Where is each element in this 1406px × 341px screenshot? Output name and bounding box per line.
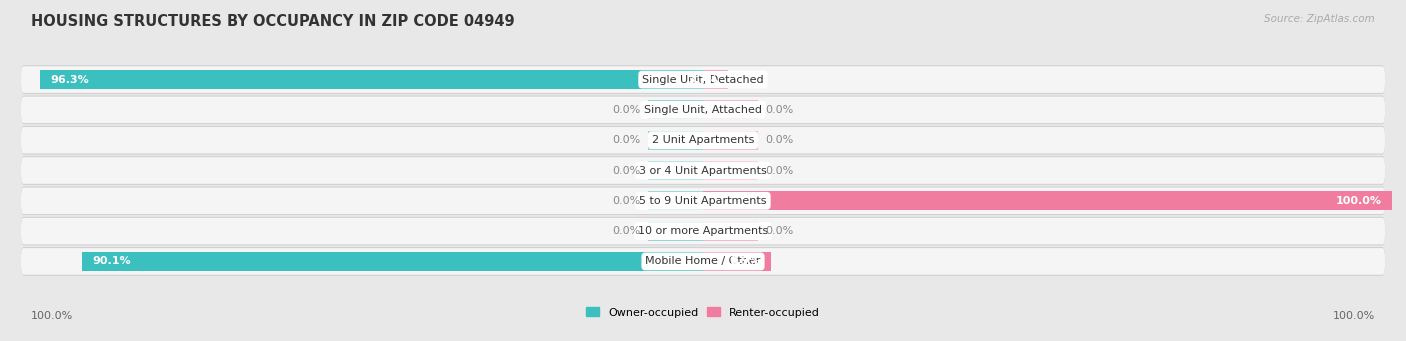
FancyBboxPatch shape — [21, 217, 1385, 246]
Text: 0.0%: 0.0% — [765, 226, 793, 236]
Bar — [703, 101, 758, 119]
Text: 5 to 9 Unit Apartments: 5 to 9 Unit Apartments — [640, 196, 766, 206]
FancyBboxPatch shape — [21, 248, 1385, 275]
Text: 100.0%: 100.0% — [1336, 196, 1382, 206]
Text: 0.0%: 0.0% — [765, 105, 793, 115]
FancyBboxPatch shape — [21, 187, 1385, 215]
Text: 90.1%: 90.1% — [93, 256, 131, 266]
Text: 2 Unit Apartments: 2 Unit Apartments — [652, 135, 754, 145]
Text: 100.0%: 100.0% — [1333, 311, 1375, 321]
Bar — [648, 191, 703, 210]
Bar — [39, 70, 703, 89]
Text: 10 or more Apartments: 10 or more Apartments — [638, 226, 768, 236]
Legend: Owner-occupied, Renter-occupied: Owner-occupied, Renter-occupied — [581, 303, 825, 322]
FancyBboxPatch shape — [21, 66, 1385, 93]
FancyBboxPatch shape — [21, 188, 1385, 214]
Bar — [83, 252, 703, 271]
FancyBboxPatch shape — [21, 127, 1385, 153]
Bar — [703, 252, 772, 271]
Text: 3.7%: 3.7% — [688, 75, 718, 85]
Bar — [703, 161, 758, 180]
Text: 0.0%: 0.0% — [765, 165, 793, 176]
Text: 0.0%: 0.0% — [613, 226, 641, 236]
Text: 3 or 4 Unit Apartments: 3 or 4 Unit Apartments — [640, 165, 766, 176]
Bar — [648, 222, 703, 240]
Bar — [703, 131, 758, 150]
FancyBboxPatch shape — [21, 218, 1385, 244]
Bar — [703, 222, 758, 240]
Text: 9.9%: 9.9% — [730, 256, 761, 266]
Text: 0.0%: 0.0% — [765, 135, 793, 145]
FancyBboxPatch shape — [21, 247, 1385, 276]
Text: 96.3%: 96.3% — [49, 75, 89, 85]
Bar — [648, 131, 703, 150]
Text: 0.0%: 0.0% — [613, 165, 641, 176]
Bar — [703, 70, 728, 89]
Text: HOUSING STRUCTURES BY OCCUPANCY IN ZIP CODE 04949: HOUSING STRUCTURES BY OCCUPANCY IN ZIP C… — [31, 14, 515, 29]
FancyBboxPatch shape — [21, 65, 1385, 94]
FancyBboxPatch shape — [21, 156, 1385, 185]
Text: Source: ZipAtlas.com: Source: ZipAtlas.com — [1264, 14, 1375, 24]
Text: 0.0%: 0.0% — [613, 196, 641, 206]
Text: Mobile Home / Other: Mobile Home / Other — [645, 256, 761, 266]
Bar — [648, 161, 703, 180]
Bar — [648, 101, 703, 119]
FancyBboxPatch shape — [21, 126, 1385, 154]
FancyBboxPatch shape — [21, 97, 1385, 123]
Text: Single Unit, Attached: Single Unit, Attached — [644, 105, 762, 115]
FancyBboxPatch shape — [21, 95, 1385, 124]
Text: 0.0%: 0.0% — [613, 135, 641, 145]
Text: 100.0%: 100.0% — [31, 311, 73, 321]
Text: Single Unit, Detached: Single Unit, Detached — [643, 75, 763, 85]
Bar — [703, 191, 1392, 210]
FancyBboxPatch shape — [21, 157, 1385, 184]
Text: 0.0%: 0.0% — [613, 105, 641, 115]
